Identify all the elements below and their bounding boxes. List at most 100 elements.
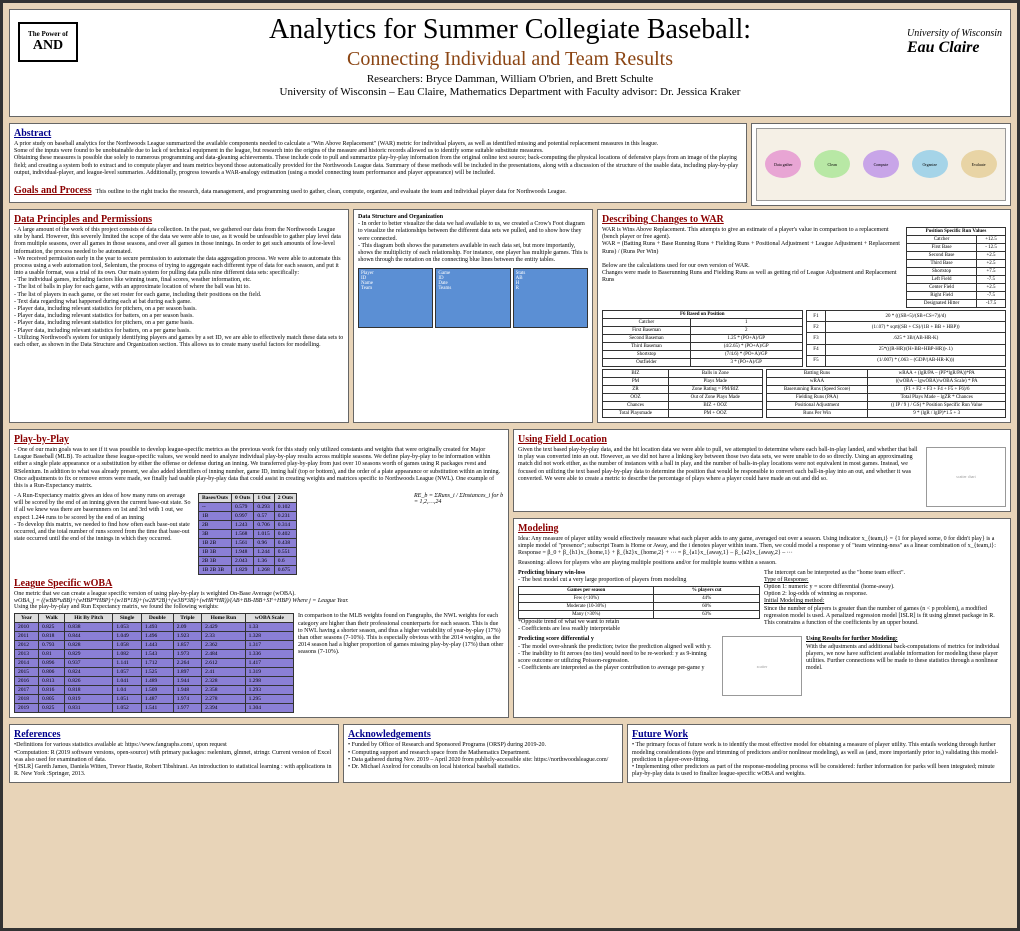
table-cell: 0.81	[39, 650, 65, 659]
table-cell: 0.793	[39, 641, 65, 650]
table-cell: 2.328	[202, 677, 245, 686]
war-section: Describing Changes to WAR WAR is Wins Ab…	[597, 209, 1011, 423]
entity-box: PlayerIDNameTeam	[358, 268, 433, 328]
table-cell: 0.825	[39, 704, 65, 713]
table-header: Home Run	[202, 614, 245, 623]
table-cell: Batting Runs	[766, 369, 868, 377]
table-cell: Shortstop	[603, 350, 691, 358]
uni-name-1: University of Wisconsin	[907, 28, 1002, 39]
table-cell: 0.997	[231, 512, 253, 521]
woba-title: League Specific wOBA	[14, 578, 504, 589]
table-cell: 0.937	[65, 659, 113, 668]
table-cell: 0.293	[254, 503, 274, 512]
table-cell: 0.551	[274, 548, 296, 557]
table-cell: 1.923	[173, 632, 201, 641]
table-cell: (4/2.65) * (PO+A)/GP	[690, 342, 802, 350]
data-principles-section: Data Principles and Permissions - A larg…	[9, 209, 349, 423]
table-cell: 1.041	[113, 677, 142, 686]
intercept-text: The intercept can be interpreted as the …	[764, 570, 1006, 577]
table-cell: (( IP / 9 ) / GS) * Position Specific Ru…	[868, 401, 1006, 409]
table-cell: F5	[806, 355, 826, 366]
flow-node: Organize	[912, 150, 948, 178]
table-cell: 2	[690, 326, 802, 334]
table-cell: Third Baseman	[603, 342, 691, 350]
table-cell: 2.41	[202, 668, 245, 677]
table-cell: 1.977	[173, 704, 201, 713]
field-text: Given the text based play-by-play data, …	[518, 447, 922, 507]
table-cell: 1.053	[113, 623, 142, 632]
position-runs-table: Position Specific Run Values Catcher+12.…	[906, 227, 1006, 308]
table-header: % players cut	[654, 587, 760, 595]
table-cell: 60%	[654, 603, 760, 611]
table-cell: 0.57	[254, 512, 274, 521]
table-cell: 1.082	[113, 650, 142, 659]
f6-table: F6 Based on Position Catcher1First Basem…	[602, 310, 803, 367]
table-cell: 0.818	[65, 686, 113, 695]
table-cell: 1.04	[113, 686, 142, 695]
table-header: Double	[141, 614, 173, 623]
table-cell: Second Base	[907, 251, 977, 259]
table-cell: 44%	[654, 595, 760, 603]
table-cell: 1.487	[141, 695, 173, 704]
table-cell: 9 * (lgR / lgIP)*1.5 + 3	[868, 409, 1006, 417]
future-title: Future Work	[632, 729, 1006, 740]
table-cell: Third Base	[907, 259, 977, 267]
table-cell: First Baseman	[603, 326, 691, 334]
data-structure-title: Data Structure and Organization	[358, 214, 588, 221]
table-cell: 2015	[15, 668, 39, 677]
table-cell: +2.5	[977, 283, 1006, 291]
table-cell: 0.838	[65, 623, 113, 632]
table-header: Single	[113, 614, 142, 623]
table-cell: 1.304	[245, 704, 293, 713]
predicting-title: Predicting binary win-loss	[518, 570, 760, 577]
table-cell: 1.493	[141, 623, 173, 632]
modeling-reasoning: Reasoning: allows for players who are pl…	[518, 560, 1006, 567]
table-cell: 1	[690, 318, 802, 326]
table-cell: 2.394	[202, 704, 245, 713]
response-opt2: Option 2: log-odds of winning as respons…	[764, 591, 1006, 598]
table-cell: 0.828	[65, 641, 113, 650]
table-cell: Designated Hitter	[907, 299, 977, 307]
table-cell: 1.525	[141, 668, 173, 677]
table-cell: 1B 2B	[199, 539, 232, 548]
table-cell: 1.712	[141, 659, 173, 668]
table-header: Year	[15, 614, 39, 623]
table-cell: 1.328	[245, 632, 293, 641]
flow-node: Data gather	[765, 150, 801, 178]
table-cell: 0.896	[39, 659, 65, 668]
table-cell: 1.541	[141, 704, 173, 713]
table-cell: Shortstop	[907, 267, 977, 275]
logo-right: University of Wisconsin Eau Claire	[907, 28, 1002, 57]
table-cell: Baserunning Runs (Speed Score)	[766, 385, 868, 393]
table-cell: Total Playsmade	[603, 409, 669, 417]
table-cell: F1	[806, 310, 826, 321]
table-cell: 1.293	[245, 686, 293, 695]
f-formulas-table: F120 * (((SB+5)/(SB+CS+7))/d)F2(1/.07) *…	[806, 310, 1007, 367]
table-cell: 2012	[15, 641, 39, 650]
table-cell: 0.675	[274, 566, 296, 575]
table-cell: 0.706	[254, 521, 274, 530]
table-cell: 0.438	[274, 539, 296, 548]
table-cell: 2.362	[202, 641, 245, 650]
table-cell: 1.298	[245, 677, 293, 686]
data-structure-text: - In order to better visualize the data …	[358, 221, 588, 264]
table-cell: 0.844	[65, 632, 113, 641]
table-cell: Fielding Runs (PAA)	[766, 393, 868, 401]
table-cell: Out of Zone Plays Made	[668, 393, 762, 401]
table-cell: Positional Adjustment	[766, 401, 868, 409]
table-header: Bases/Outs	[199, 494, 232, 503]
further-title: Using Results for further Modeling:	[806, 636, 1006, 643]
table-header: 1 Out	[254, 494, 274, 503]
table-cell: 1.049	[113, 632, 142, 641]
future-text: • The primary focus of future work is to…	[632, 742, 1006, 778]
table-cell: 1B	[199, 512, 232, 521]
flow-node: Evaluate	[961, 150, 997, 178]
table-cell: 1.973	[173, 650, 201, 659]
future-work-section: Future Work • The primary focus of futur…	[627, 724, 1011, 783]
table-header: Walk	[39, 614, 65, 623]
table-cell: 1.25 * (PO+A)/GP	[690, 334, 802, 342]
play-by-play-section: Play-by-Play - One of our main goals was…	[9, 429, 509, 719]
acknowledgements-section: Acknowledgements • Funded by Office of R…	[343, 724, 623, 783]
method-title: Initial Modeling method:	[764, 598, 1006, 605]
abstract-text: A prior study on baseball analytics for …	[14, 141, 742, 177]
